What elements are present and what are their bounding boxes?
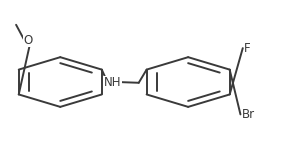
Text: O: O xyxy=(24,34,33,47)
Text: Br: Br xyxy=(242,108,255,121)
Text: F: F xyxy=(244,42,251,55)
Text: NH: NH xyxy=(104,76,121,89)
